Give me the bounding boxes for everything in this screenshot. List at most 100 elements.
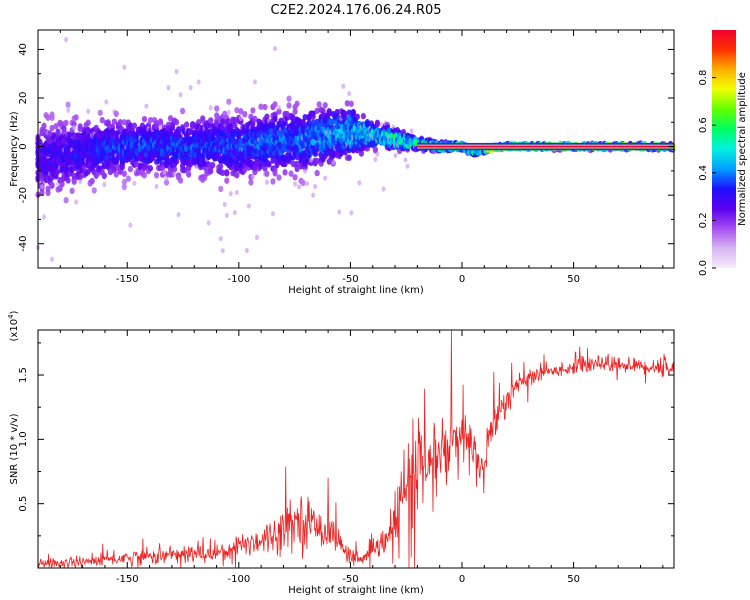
heat-cell	[360, 112, 366, 120]
heat-cell	[166, 85, 171, 91]
heat-cell	[64, 36, 69, 43]
heat-cell	[220, 248, 225, 254]
heat-cell	[218, 163, 224, 170]
heat-cell	[311, 192, 316, 198]
heat-cell	[113, 171, 119, 178]
heat-cell	[131, 122, 138, 129]
heat-cell	[113, 110, 119, 118]
heat-cell	[173, 119, 180, 126]
heat-cell	[186, 171, 192, 178]
heat-cell	[121, 183, 127, 191]
heat-cell	[63, 119, 69, 127]
heat-cell	[277, 105, 282, 111]
heat-cell	[154, 183, 159, 190]
heat-cell	[373, 156, 378, 163]
heat-cell	[74, 199, 79, 205]
heat-cell	[228, 191, 233, 197]
heat-cell	[224, 177, 230, 184]
heat-cell	[122, 64, 127, 70]
heat-cell	[184, 121, 190, 128]
heat-cell	[244, 247, 249, 254]
heat-cell	[167, 115, 174, 122]
heat-cell	[121, 178, 127, 186]
heat-cell	[188, 160, 194, 168]
heat-cell	[310, 113, 316, 120]
heat-cell	[115, 154, 121, 161]
heat-cell	[49, 124, 55, 132]
heat-cell	[303, 168, 308, 174]
heat-cell	[129, 153, 135, 160]
heat-cell	[41, 122, 47, 130]
heat-cell	[163, 179, 170, 186]
heat-cell	[196, 79, 201, 85]
heat-cell	[403, 157, 408, 163]
y-tick-label: -20	[18, 187, 29, 203]
heat-cell	[47, 138, 53, 145]
heat-cell	[172, 171, 177, 177]
heat-cell	[39, 189, 45, 196]
heat-cell	[313, 183, 318, 190]
heat-cell	[117, 119, 123, 126]
heat-cell	[208, 105, 213, 111]
x-tick-label: -100	[227, 274, 250, 285]
heat-cell	[147, 117, 154, 124]
heat-cell	[234, 172, 240, 179]
snr-ylabel: SNR (10 * v/v)	[9, 413, 20, 484]
colorbar-gradient	[712, 30, 736, 268]
heat-cell	[59, 180, 65, 188]
heat-cell	[173, 158, 180, 165]
heat-cell	[286, 95, 292, 102]
heat-cell	[194, 164, 199, 170]
heat-cell	[141, 172, 148, 179]
colorbar-tick-label: 0.4	[698, 165, 709, 181]
snr-plot-area	[38, 330, 674, 568]
heat-cell	[175, 126, 182, 133]
heat-cell	[252, 79, 257, 85]
heat-cell	[300, 179, 306, 187]
heat-cell	[206, 220, 211, 226]
heat-cell	[73, 114, 79, 121]
x-tick-label: 0	[459, 574, 465, 585]
y-tick-label: 20	[18, 92, 29, 105]
colorbar-label: Normalized spectral amplitude	[737, 72, 748, 226]
spectrogram-ylabel: Frequency (Hz)	[9, 111, 20, 187]
heat-cell	[286, 102, 292, 109]
heat-cell	[222, 201, 227, 207]
heat-cell	[226, 109, 231, 116]
colorbar-tick-label: 0.8	[698, 70, 709, 86]
heat-cell	[153, 171, 160, 179]
heat-cell	[65, 101, 71, 108]
heat-cell	[208, 167, 214, 175]
heat-cell	[294, 100, 300, 107]
heat-cell	[208, 122, 214, 129]
heat-cell	[323, 175, 328, 181]
x-tick-label: -50	[342, 274, 358, 285]
heat-cell	[109, 127, 115, 135]
x-tick-label: -100	[227, 574, 250, 585]
heat-cell	[174, 69, 179, 75]
heat-cell	[163, 156, 170, 164]
y-tick-label: 40	[18, 43, 29, 56]
y-tick-label: -40	[18, 236, 29, 252]
heat-cell	[293, 181, 298, 187]
heat-cell	[85, 168, 91, 175]
heat-cell	[141, 115, 148, 123]
heat-cell	[374, 119, 381, 127]
heat-cell	[180, 107, 186, 115]
heat-cell	[89, 177, 95, 185]
heat-cell	[381, 186, 386, 192]
heat-cell	[409, 128, 414, 134]
heat-cell	[125, 175, 131, 182]
heat-cell	[292, 174, 298, 181]
heat-cell	[375, 151, 380, 157]
x-tick-label: -150	[116, 274, 139, 285]
heat-cell	[49, 114, 55, 121]
spectrogram-heatmap	[35, 36, 676, 262]
heat-cell	[314, 169, 320, 177]
heat-cell	[77, 173, 83, 181]
heat-cell	[50, 256, 55, 262]
heat-cell	[272, 46, 277, 52]
heat-cell	[145, 122, 152, 129]
heat-cell	[262, 103, 268, 111]
